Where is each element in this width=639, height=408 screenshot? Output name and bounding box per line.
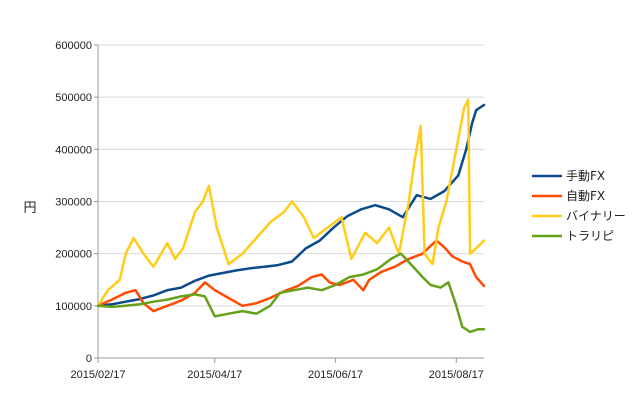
legend-label: トラリピ: [566, 229, 614, 243]
legend-label: バイナリー: [566, 209, 626, 223]
y-axis-label: 円: [23, 201, 36, 216]
x-tick-label: 2015/04/17: [187, 369, 242, 381]
y-tick-label: 500000: [55, 92, 92, 104]
x-tick-labels: 2015/02/17 2015/04/17 2015/06/17 2015/08/17: [70, 369, 483, 381]
y-tick-label: 300000: [55, 197, 92, 209]
series-line: [96, 239, 486, 313]
y-tick-label: 100000: [55, 301, 92, 313]
series-line: [96, 103, 486, 308]
y-tick-labels: 0 100000 200000 300000 400000 500000 600000: [55, 40, 92, 365]
x-tick-label: 2015/06/17: [308, 369, 363, 381]
series-lines: [96, 98, 486, 334]
series-line: [96, 98, 486, 308]
legend-label: 手動FX: [566, 169, 605, 183]
x-tick-label: 2015/02/17: [70, 369, 125, 381]
y-tick-label: 200000: [55, 249, 92, 261]
x-tick-label: 2015/08/17: [429, 369, 484, 381]
y-tick-label: 400000: [55, 144, 92, 156]
legend-label: 自動FX: [566, 189, 605, 203]
y-tick-label: 0: [86, 353, 92, 365]
y-tick-label: 600000: [55, 40, 92, 52]
series-line: [96, 252, 486, 334]
